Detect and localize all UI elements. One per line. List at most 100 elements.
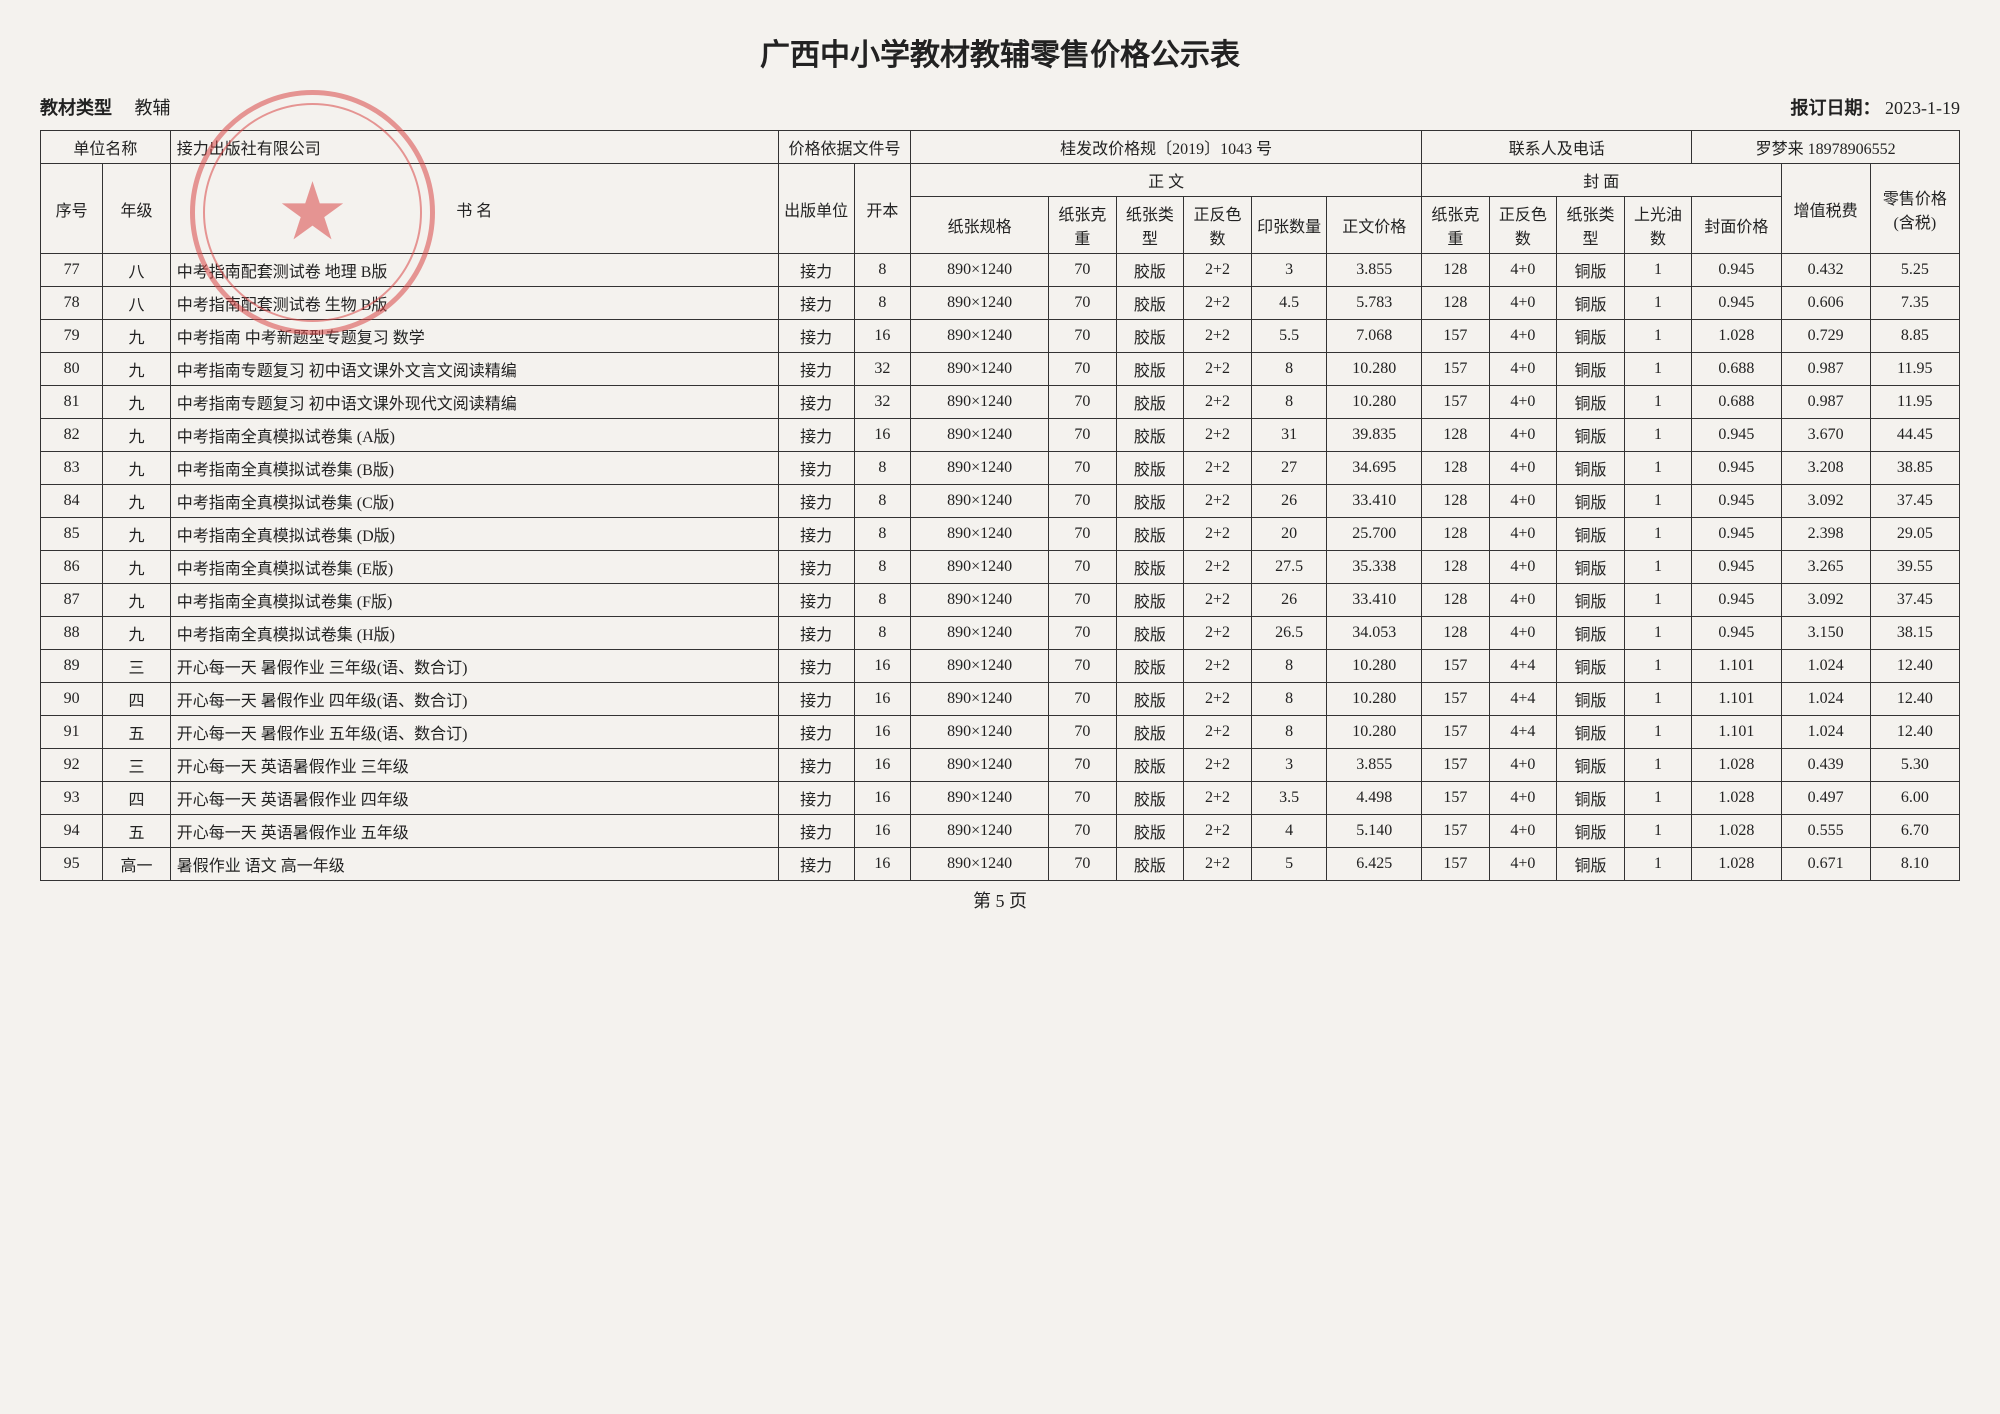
cell-type: 胶版 [1116, 518, 1184, 551]
cell-cwt: 157 [1422, 683, 1490, 716]
cell-seq: 89 [41, 650, 103, 683]
cell-fmt: 16 [854, 848, 911, 881]
cell-qty: 8 [1251, 683, 1327, 716]
cell-grade: 九 [103, 518, 171, 551]
cell-pub: 接力 [778, 452, 854, 485]
table-row: 92三开心每一天 英语暑假作业 三年级接力16890×124070胶版2+233… [41, 749, 1960, 782]
cell-oil: 1 [1624, 782, 1692, 815]
cell-grade: 三 [103, 650, 171, 683]
cell-pub: 接力 [778, 518, 854, 551]
cell-oil: 1 [1624, 287, 1692, 320]
cell-cwt: 157 [1422, 815, 1490, 848]
cell-type: 胶版 [1116, 815, 1184, 848]
cell-fmt: 32 [854, 353, 911, 386]
cell-bprice: 3.855 [1327, 749, 1422, 782]
cell-spec: 890×1240 [911, 320, 1049, 353]
cell-oil: 1 [1624, 749, 1692, 782]
cell-name: 暑假作业 语文 高一年级 [170, 848, 778, 881]
cell-type: 胶版 [1116, 782, 1184, 815]
unit-label: 单位名称 [41, 131, 171, 164]
col-body-group: 正 文 [911, 164, 1422, 197]
cell-cprice: 0.945 [1692, 584, 1781, 617]
cell-grade: 九 [103, 551, 171, 584]
cell-seq: 82 [41, 419, 103, 452]
cell-grade: 八 [103, 287, 171, 320]
cell-seq: 80 [41, 353, 103, 386]
cell-type: 胶版 [1116, 584, 1184, 617]
cell-tax: 0.987 [1781, 386, 1870, 419]
cell-cclr: 4+0 [1489, 518, 1557, 551]
cell-cprice: 0.945 [1692, 617, 1781, 650]
cell-name: 中考指南 中考新题型专题复习 数学 [170, 320, 778, 353]
cell-bprice: 10.280 [1327, 650, 1422, 683]
cell-tax: 3.092 [1781, 485, 1870, 518]
cell-oil: 1 [1624, 683, 1692, 716]
cell-seq: 84 [41, 485, 103, 518]
cell-seq: 88 [41, 617, 103, 650]
cell-qty: 8 [1251, 650, 1327, 683]
cell-pub: 接力 [778, 782, 854, 815]
cell-name: 中考指南配套测试卷 地理 B版 [170, 254, 778, 287]
cell-cwt: 157 [1422, 386, 1490, 419]
cell-cclr: 4+0 [1489, 353, 1557, 386]
cell-seq: 81 [41, 386, 103, 419]
cell-grade: 九 [103, 617, 171, 650]
cell-ctype: 铜版 [1557, 617, 1625, 650]
cell-oil: 1 [1624, 551, 1692, 584]
cell-bprice: 10.280 [1327, 353, 1422, 386]
cell-tax: 1.024 [1781, 650, 1870, 683]
cell-cwt: 157 [1422, 848, 1490, 881]
page-footer: 第 5 页 [40, 887, 1960, 913]
cell-oil: 1 [1624, 617, 1692, 650]
cell-qty: 5.5 [1251, 320, 1327, 353]
cell-cprice: 1.101 [1692, 650, 1781, 683]
cell-cwt: 128 [1422, 485, 1490, 518]
cell-ctype: 铜版 [1557, 815, 1625, 848]
cell-tax: 3.670 [1781, 419, 1870, 452]
table-row: 88九中考指南全真模拟试卷集 (H版)接力8890×124070胶版2+226.… [41, 617, 1960, 650]
col-oil: 上光油数 [1624, 197, 1692, 254]
cell-spec: 890×1240 [911, 287, 1049, 320]
cell-name: 中考指南全真模拟试卷集 (F版) [170, 584, 778, 617]
cell-seq: 77 [41, 254, 103, 287]
cell-qty: 3 [1251, 749, 1327, 782]
cell-cclr: 4+0 [1489, 386, 1557, 419]
cell-wt: 70 [1049, 683, 1117, 716]
cell-type: 胶版 [1116, 848, 1184, 881]
cell-grade: 五 [103, 815, 171, 848]
cell-cwt: 128 [1422, 584, 1490, 617]
cell-clr: 2+2 [1184, 485, 1252, 518]
cell-ctype: 铜版 [1557, 716, 1625, 749]
cell-seq: 86 [41, 551, 103, 584]
cell-cprice: 1.101 [1692, 716, 1781, 749]
cell-qty: 8 [1251, 386, 1327, 419]
cell-wt: 70 [1049, 848, 1117, 881]
cell-qty: 4 [1251, 815, 1327, 848]
col-publisher: 出版单位 [778, 164, 854, 254]
cell-fmt: 8 [854, 287, 911, 320]
type-label: 教材类型 [40, 98, 112, 118]
cell-bprice: 34.053 [1327, 617, 1422, 650]
cell-seq: 91 [41, 716, 103, 749]
table-row: 95高一暑假作业 语文 高一年级接力16890×124070胶版2+256.42… [41, 848, 1960, 881]
cell-fmt: 16 [854, 716, 911, 749]
table-row: 78八中考指南配套测试卷 生物 B版接力8890×124070胶版2+24.55… [41, 287, 1960, 320]
cell-qty: 20 [1251, 518, 1327, 551]
cell-ctype: 铜版 [1557, 452, 1625, 485]
col-format: 开本 [854, 164, 911, 254]
cell-clr: 2+2 [1184, 518, 1252, 551]
cell-name: 中考指南全真模拟试卷集 (A版) [170, 419, 778, 452]
cell-oil: 1 [1624, 848, 1692, 881]
cell-cclr: 4+0 [1489, 320, 1557, 353]
cell-grade: 四 [103, 683, 171, 716]
cell-retail: 12.40 [1870, 650, 1959, 683]
cell-spec: 890×1240 [911, 551, 1049, 584]
cell-ctype: 铜版 [1557, 386, 1625, 419]
cell-cprice: 1.028 [1692, 320, 1781, 353]
contact-value: 罗梦来 18978906552 [1692, 131, 1960, 164]
cell-bprice: 33.410 [1327, 485, 1422, 518]
table-row: 89三开心每一天 暑假作业 三年级(语、数合订)接力16890×124070胶版… [41, 650, 1960, 683]
cell-clr: 2+2 [1184, 716, 1252, 749]
cell-clr: 2+2 [1184, 419, 1252, 452]
cell-bprice: 5.140 [1327, 815, 1422, 848]
